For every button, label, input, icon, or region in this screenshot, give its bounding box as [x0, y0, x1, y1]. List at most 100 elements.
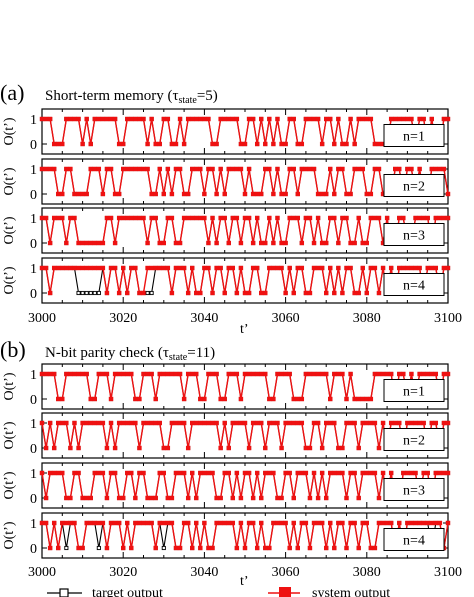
system-point	[409, 420, 414, 426]
system-point	[133, 520, 138, 526]
system-point	[267, 545, 272, 551]
system-point	[198, 290, 203, 296]
system-point	[275, 371, 280, 377]
system-point	[409, 371, 414, 377]
panel-b-title-main: N-bit parity check (	[45, 345, 163, 361]
target-point	[88, 290, 93, 296]
system-point	[100, 470, 106, 476]
system-point	[157, 520, 162, 526]
target-point	[92, 290, 97, 296]
system-point	[145, 520, 150, 526]
system-point	[397, 215, 402, 221]
system-point	[64, 166, 69, 172]
system-point	[104, 166, 110, 172]
system-point	[364, 520, 369, 526]
system-point	[116, 290, 122, 296]
system-point	[76, 371, 81, 377]
system-point	[80, 495, 85, 501]
system-point	[380, 240, 386, 246]
system-point	[421, 420, 426, 426]
system-point	[185, 215, 191, 221]
system-point	[100, 371, 106, 377]
system-point	[242, 215, 248, 221]
system-point	[364, 240, 369, 246]
system-point	[380, 265, 386, 271]
system-point	[112, 445, 118, 451]
system-point	[319, 141, 325, 147]
system-point	[60, 141, 65, 147]
system-point	[315, 116, 321, 122]
panel-b-title: N-bit parity check (τstate=11)	[45, 345, 215, 363]
system-point	[80, 191, 85, 197]
system-point	[384, 520, 390, 526]
system-point	[299, 240, 305, 246]
system-point	[51, 265, 57, 271]
target-point	[145, 290, 150, 296]
system-point	[181, 141, 187, 147]
system-point	[222, 396, 227, 402]
system-point	[51, 371, 57, 377]
system-point	[60, 396, 65, 402]
system-point	[328, 116, 333, 122]
system-point	[218, 495, 223, 501]
system-point	[121, 166, 126, 172]
system-point	[376, 495, 382, 501]
system-point	[121, 420, 126, 426]
system-point	[141, 470, 146, 476]
system-point	[96, 166, 102, 172]
system-point	[413, 470, 418, 476]
system-point	[332, 470, 337, 476]
system-point	[259, 495, 264, 501]
system-point	[250, 420, 256, 426]
system-point	[161, 520, 166, 526]
system-point	[39, 215, 45, 221]
system-point	[283, 191, 288, 197]
system-point	[388, 371, 394, 377]
system-point	[133, 495, 138, 501]
system-point	[380, 520, 386, 526]
system-point	[250, 520, 256, 526]
system-point	[352, 290, 357, 296]
system-point	[344, 191, 349, 197]
system-point	[303, 215, 309, 221]
system-point	[64, 371, 69, 377]
system-point	[149, 265, 154, 271]
system-point	[445, 265, 451, 271]
system-point	[417, 116, 422, 122]
system-point	[218, 215, 223, 221]
system-point	[68, 371, 73, 377]
system-point	[263, 470, 268, 476]
legend: target output system output	[47, 586, 390, 597]
system-point	[417, 265, 422, 271]
system-point	[80, 545, 85, 551]
system-point	[198, 215, 203, 221]
system-point	[267, 215, 272, 221]
system-point	[68, 445, 73, 451]
system-point	[47, 420, 53, 426]
system-point	[202, 215, 207, 221]
system-point	[364, 116, 369, 122]
system-point	[287, 215, 292, 221]
system-point	[340, 215, 345, 221]
system-point	[303, 520, 309, 526]
system-point	[344, 141, 349, 147]
system-point	[356, 545, 361, 551]
system-point	[153, 141, 158, 147]
system-point	[202, 116, 207, 122]
system-point	[129, 166, 134, 172]
system-point	[413, 520, 418, 526]
system-point	[43, 520, 49, 526]
system-point	[198, 420, 203, 426]
system-point	[360, 396, 365, 402]
n-label-box	[383, 273, 445, 296]
system-point	[129, 470, 134, 476]
system-point	[157, 420, 162, 426]
system-point	[169, 495, 175, 501]
system-point	[129, 215, 134, 221]
system-point	[218, 520, 223, 526]
system-point	[198, 545, 203, 551]
system-point	[368, 396, 374, 402]
x-tick-label: 3020	[109, 311, 137, 326]
system-point	[368, 116, 374, 122]
x-tick-label: 3080	[353, 565, 381, 580]
